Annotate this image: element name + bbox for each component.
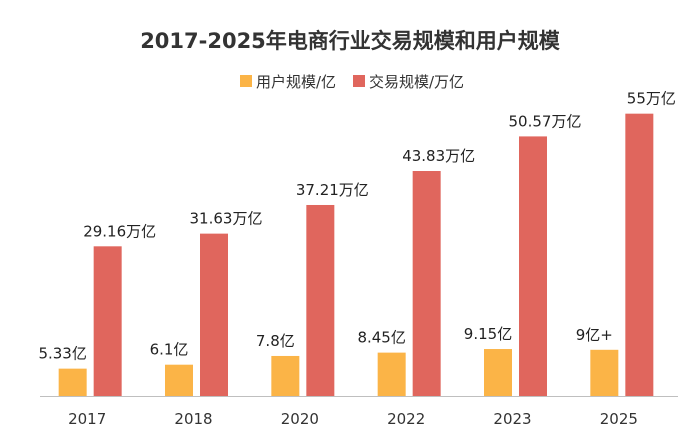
bar-transactions-2018: [200, 233, 228, 396]
bar-users-2020: [271, 355, 300, 396]
legend-label-1: 交易规模/万亿: [369, 73, 464, 91]
data-label-users-2025: 9亿+: [576, 326, 613, 344]
data-label-users-2020: 7.8亿: [256, 332, 295, 350]
data-label-transactions-2018: 31.63万亿: [190, 210, 263, 228]
bar-users-2025: [590, 349, 619, 396]
legend-label-0: 用户规模/亿: [256, 73, 336, 91]
x-tick-2020: 2020: [281, 410, 319, 428]
data-label-transactions-2020: 37.21万亿: [296, 181, 369, 199]
data-label-transactions-2023: 50.57万亿: [509, 112, 582, 130]
data-label-transactions-2017: 29.16万亿: [83, 222, 156, 240]
data-label-users-2023: 9.15亿: [464, 325, 512, 343]
bar-transactions-2025: [625, 113, 654, 397]
bar-users-2017: [58, 368, 87, 396]
x-tick-2022: 2022: [387, 410, 425, 428]
data-label-users-2017: 5.33亿: [38, 345, 86, 363]
data-label-users-2018: 6.1亿: [150, 341, 189, 359]
bar-transactions-2022: [412, 171, 441, 396]
bar-transactions-2023: [519, 136, 547, 396]
bar-users-2022: [377, 352, 406, 396]
bar-transactions-2020: [306, 204, 335, 396]
legend-swatch-1: [353, 75, 365, 87]
x-tick-2017: 2017: [68, 410, 106, 428]
chart-title: 2017-2025年电商行业交易规模和用户规模: [140, 29, 561, 53]
bar-users-2023: [484, 349, 512, 396]
bar-users-2018: [165, 364, 193, 396]
legend: 用户规模/亿 交易规模/万亿: [240, 73, 464, 91]
plot-area: 5.33亿 29.16万亿 2017 6.1亿 31.63万亿 2018 7.8亿 37.21…: [38, 90, 678, 428]
data-label-transactions-2022: 43.83万亿: [402, 147, 475, 165]
data-label-users-2022: 8.45亿: [357, 329, 405, 347]
bar-transactions-2017: [93, 246, 122, 396]
x-tick-2018: 2018: [174, 410, 212, 428]
x-tick-2023: 2023: [493, 410, 531, 428]
x-tick-2025: 2025: [600, 410, 638, 428]
legend-swatch-0: [240, 75, 252, 87]
data-label-transactions-2025: 55万亿: [627, 90, 676, 108]
